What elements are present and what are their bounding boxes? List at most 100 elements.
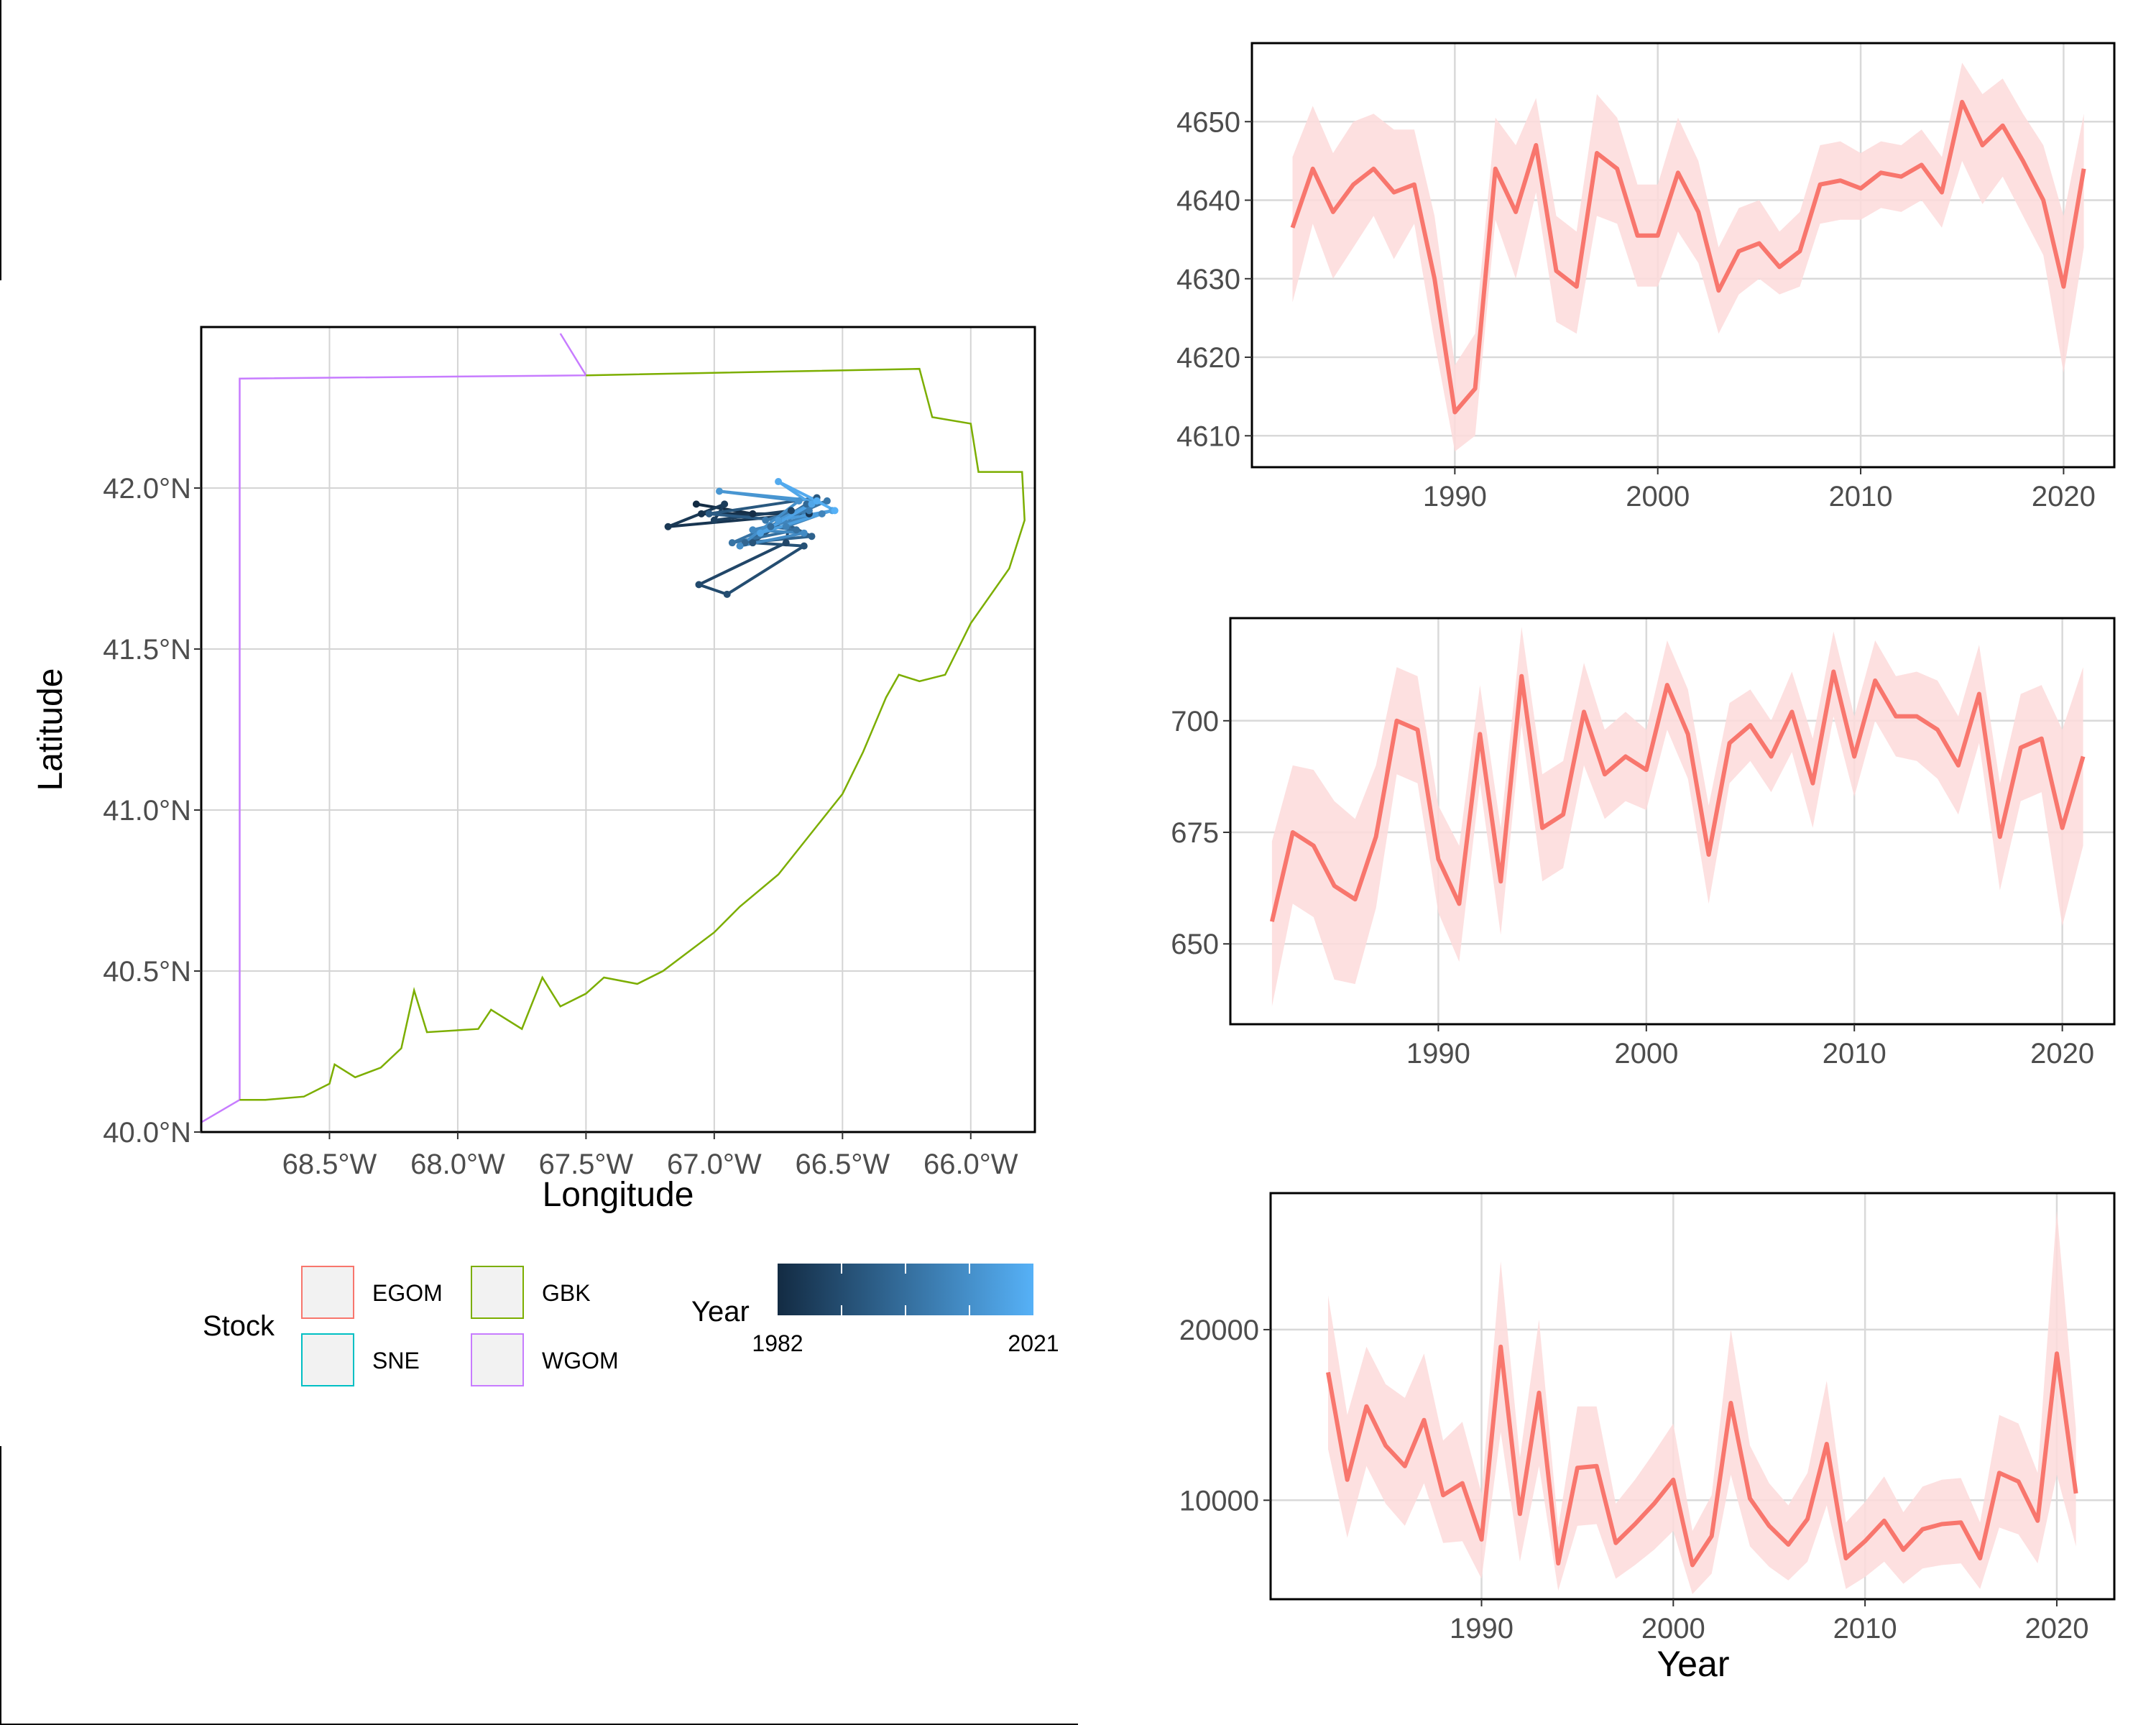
track-point (749, 526, 757, 534)
ts-x-tick-label: 1990 (1406, 1038, 1470, 1070)
ts-border (1250, 42, 2116, 469)
map-panel: 68.5°W 68.0°W 67.5°W 67.0°W 66.5°W 66.0°W 40.… (32, 326, 1036, 1214)
map-x-tick-label: 68.5°W (282, 1149, 377, 1180)
map-x-tick-label: 67.5°W (539, 1149, 634, 1180)
track-segment (726, 544, 805, 596)
map-y-tick-label: 41.5°N (103, 634, 191, 666)
ts-x-tick-label: 2020 (2032, 481, 2096, 512)
track-point (813, 497, 821, 505)
ts-border (1269, 1192, 2116, 1601)
track-point (695, 581, 703, 589)
track-segment (696, 502, 753, 515)
track-point (775, 478, 783, 486)
boundary-wgom (201, 333, 588, 1123)
track-point (818, 510, 826, 518)
map-y-axis-label: Latitude (32, 668, 70, 791)
ts-x-tick-label: 2010 (1829, 481, 1893, 512)
ts-y-tick-label: 4650 (1176, 106, 1240, 138)
series-line (1269, 669, 2086, 922)
track-point (762, 516, 770, 524)
map-y-tick-label: 40.0°N (103, 1117, 191, 1149)
track-segment (752, 541, 804, 548)
year-track (664, 478, 839, 598)
map-y-tick-label: 40.5°N (103, 956, 191, 988)
track-point (803, 500, 811, 508)
stock-key-wgom (471, 1333, 524, 1386)
track-point (721, 500, 729, 508)
ts-x-tick-label: 2010 (1833, 1613, 1897, 1644)
ts-y-tick-label: 4620 (1176, 342, 1240, 374)
track-point (782, 539, 790, 547)
track-point (757, 529, 765, 537)
track-point (692, 500, 700, 508)
track-point (795, 497, 803, 505)
ts-x-tick-label: 2000 (1614, 1038, 1678, 1070)
year-colorbar-ticks (841, 1264, 970, 1315)
track-segment (778, 480, 818, 502)
ts-x-tick-label: 2000 (1641, 1613, 1705, 1644)
track-point (805, 507, 813, 515)
map-x-tick-label: 67.0°W (667, 1149, 762, 1180)
timeseries-panel-2: 1990 2000 2010 2020 650 675 700 (1171, 617, 2116, 1070)
track-point (728, 539, 736, 547)
ts-y-tick-label: 4610 (1176, 420, 1240, 452)
series-line (1290, 99, 2086, 415)
ts-y-tick-label: 10000 (1179, 1485, 1259, 1517)
map-x-tick-label: 66.0°W (923, 1149, 1018, 1180)
track-point (664, 523, 672, 530)
ts-x-tick-label: 2000 (1626, 481, 1690, 512)
track-point (723, 590, 731, 598)
map-x-ticks: 68.5°W 68.0°W 67.5°W 67.0°W 66.5°W 66.0°W (282, 1132, 1018, 1180)
stock-key-label: WGOM (542, 1348, 619, 1374)
track-point (775, 516, 783, 524)
stock-key-label: SNE (372, 1348, 420, 1374)
confidence-ribbon (1292, 63, 2084, 452)
year-legend-title: Year (691, 1296, 750, 1328)
year-axis-label: Year (1657, 1644, 1729, 1684)
stock-legend: Stock EGOM GBK SNE WGOM (203, 1266, 619, 1386)
track-point (749, 510, 757, 518)
timeseries-panel-1: 1990 2000 2010 2020 4610 4620 4630 4640 4650 (1176, 42, 2116, 512)
ts-y-tick-label: 650 (1171, 929, 1219, 960)
stock-key-gbk (471, 1266, 524, 1319)
track-point (800, 529, 808, 537)
track-point (736, 542, 744, 550)
track-point (823, 497, 831, 505)
track-point (741, 539, 749, 547)
map-y-tick-label: 41.0°N (103, 795, 191, 827)
ts-x-tick-label: 1990 (1423, 481, 1487, 512)
year-legend-max-label: 2021 (1008, 1330, 1059, 1356)
series-line (1326, 1344, 2078, 1568)
track-segment (667, 502, 725, 528)
map-x-tick-label: 68.0°W (410, 1149, 505, 1180)
track-point (698, 510, 705, 518)
stock-key-sne (301, 1333, 354, 1386)
map-y-ticks: 40.0°N 40.5°N 41.0°N 41.5°N 42.0°N (103, 473, 201, 1149)
track-segment (698, 583, 728, 596)
map-y-tick-label: 42.0°N (103, 473, 191, 505)
ts-y-tick-label: 4640 (1176, 185, 1240, 217)
track-point (749, 539, 757, 547)
track-point (831, 507, 839, 515)
track-point (787, 507, 795, 515)
ts-y-tick-label: 20000 (1179, 1315, 1259, 1346)
stock-key-egom (301, 1266, 354, 1319)
track-point (705, 510, 713, 518)
ts-x-tick-label: 2020 (2024, 1613, 2088, 1644)
track-point (808, 533, 816, 540)
confidence-ribbon (1328, 1210, 2076, 1594)
map-x-axis-label: Longitude (543, 1176, 694, 1214)
ts-x-tick-label: 2020 (2030, 1038, 2094, 1070)
boundary-gbk (239, 367, 1026, 1101)
stock-key-label: EGOM (372, 1280, 443, 1306)
timeseries-panel-3: 1990 2000 2010 2020 10000 20000 (1179, 1192, 2116, 1644)
stock-boundaries (201, 333, 1026, 1123)
track-segment (698, 541, 787, 586)
stock-legend-title: Stock (203, 1310, 275, 1342)
track-point (715, 487, 723, 495)
ts-x-tick-label: 1990 (1450, 1613, 1514, 1644)
ts-y-tick-label: 700 (1171, 706, 1219, 737)
ts-border (1229, 617, 2116, 1026)
track-point (767, 523, 775, 530)
